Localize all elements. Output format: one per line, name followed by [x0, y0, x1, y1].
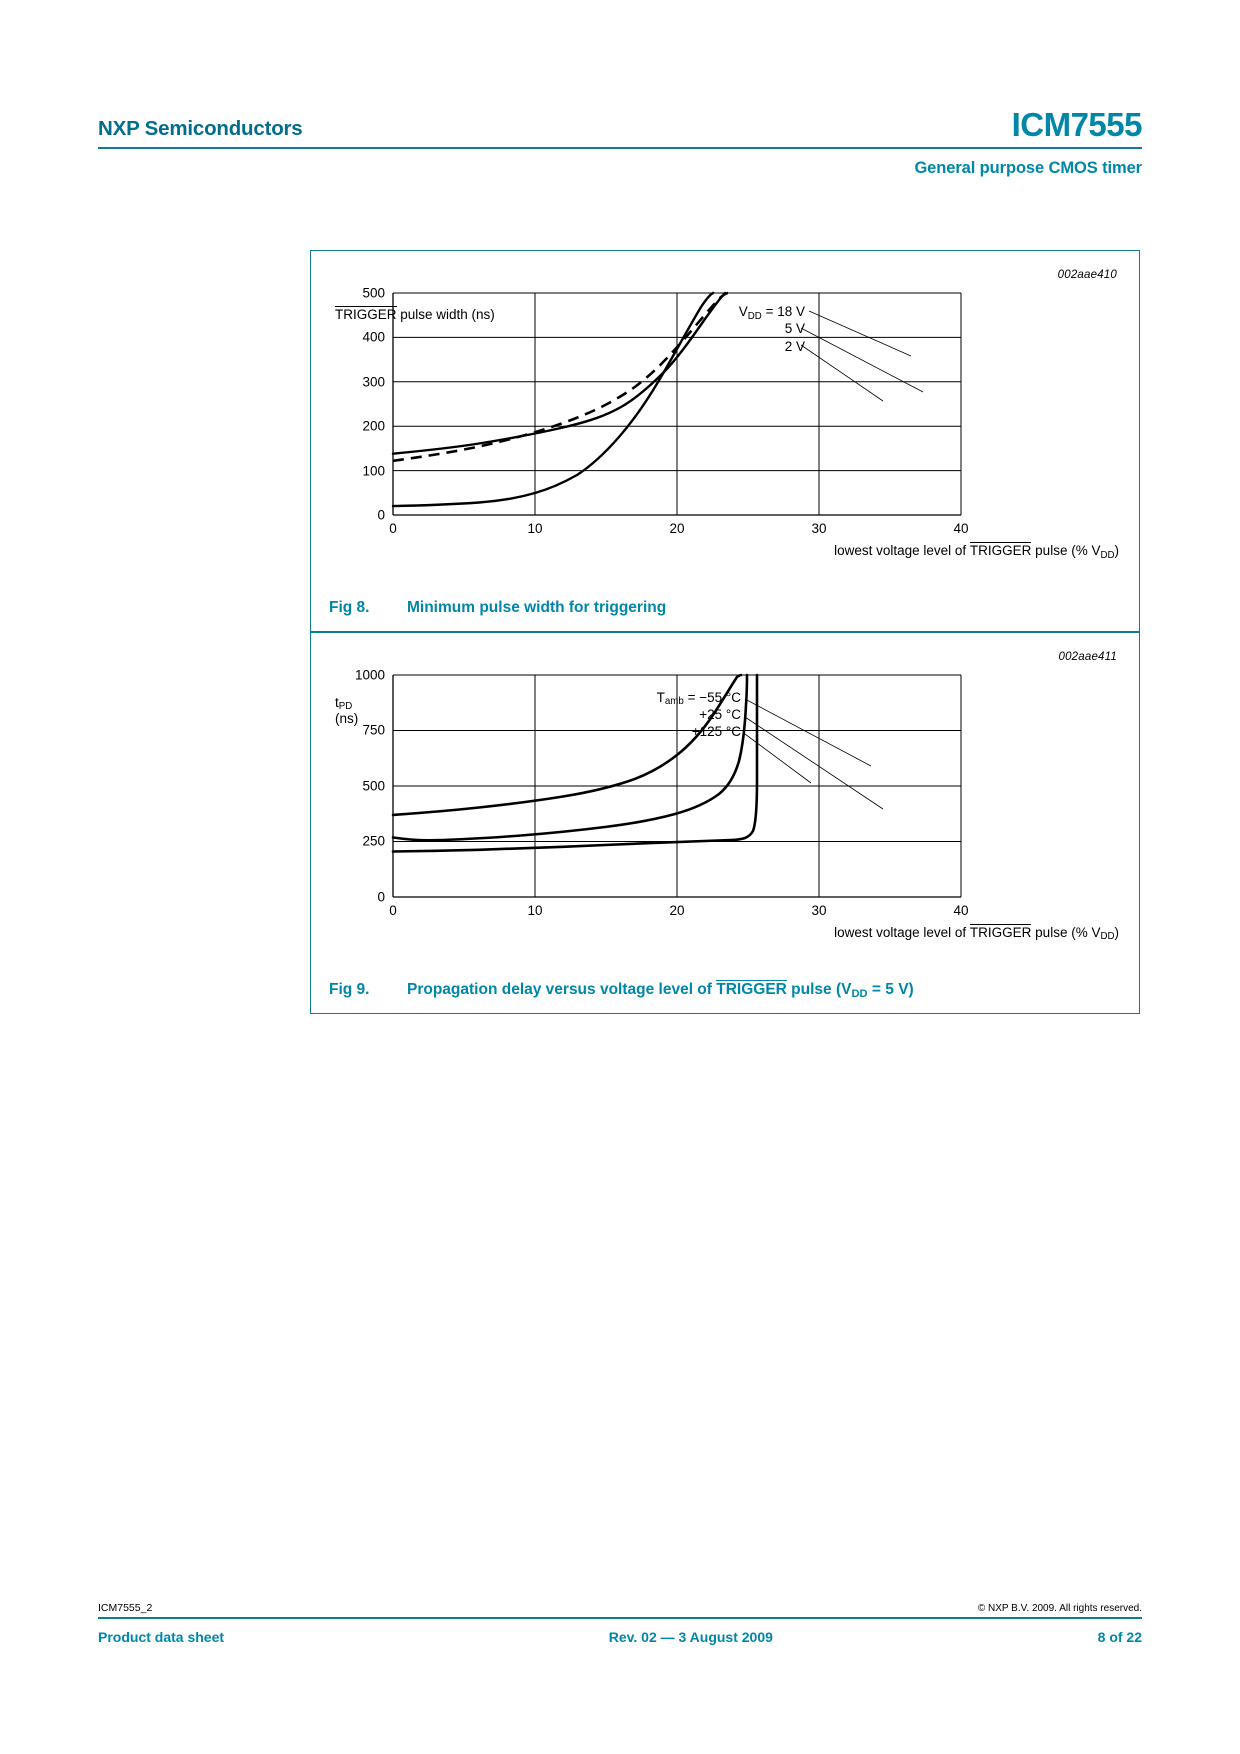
fig8-ytick-300: 300 — [362, 374, 385, 390]
figure-caption-9: Fig 9. Propagation delay versus voltage … — [311, 973, 1139, 1013]
fig9-ytick-1000: 1000 — [354, 667, 385, 683]
page-header: NXP Semiconductors ICM7555 General purpo… — [98, 106, 1143, 178]
fig9-y-axis-label-pre: t — [335, 694, 339, 710]
fig8-ytick-0: 0 — [377, 507, 385, 523]
figure-panel-8: 002aae410 — [311, 251, 1139, 631]
footer-doc-type: Product data sheet — [98, 1628, 225, 1645]
fig9-x-axis-label-post: pulse (% V — [1031, 924, 1101, 940]
figure-9-title-post: pulse (V — [786, 980, 852, 998]
figure-caption-8: Fig 8. Minimum pulse width for triggerin… — [311, 591, 1139, 631]
fig8-xtick-10: 10 — [527, 521, 543, 536]
fig9-legend-0-sub: amb — [664, 696, 684, 708]
fig9-ytick-750: 750 — [362, 722, 385, 738]
fig9-ytick-500: 500 — [362, 778, 385, 794]
fig9-legend: Tamb = −55 °C +25 °C +125 °C — [551, 689, 741, 741]
fig8-xtick-30: 30 — [811, 521, 827, 536]
fig9-legend-0-pre: T — [656, 689, 665, 705]
fig8-x-axis-label-sub: DD — [1100, 549, 1115, 561]
fig8-ytick-400: 400 — [362, 329, 385, 345]
fig8-ytick-200: 200 — [362, 418, 385, 434]
fig9-xtick-10: 10 — [527, 902, 543, 918]
fig9-x-axis-overline-text: TRIGGER — [969, 923, 1032, 940]
fig8-legend-0-pre: V — [738, 304, 748, 319]
fig8-legend-0-sub: DD — [747, 310, 762, 322]
figure-9-title: Propagation delay versus voltage level o… — [407, 979, 914, 1000]
footer-page-number: 8 of 22 — [1097, 1628, 1142, 1645]
fig9-x-axis-label-pre: lowest voltage level of — [834, 924, 970, 940]
fig8-legend: VDD = 18 V 5 V 2 V — [611, 303, 805, 355]
fig9-y-axis-label-sub: PD — [338, 701, 353, 713]
figure-9-title-end: = 5 V) — [867, 980, 914, 998]
fig8-xtick-0: 0 — [389, 521, 397, 536]
fig9-x-axis-label-sub: DD — [1100, 931, 1115, 943]
company-name: NXP Semiconductors — [98, 117, 303, 140]
chart-fig9-graphic — [391, 673, 962, 898]
figure-container: 002aae410 — [310, 250, 1140, 1014]
fig9-y-axis-label-units: (ns) — [335, 711, 359, 727]
fig9-x-axis-label: lowest voltage level of TRIGGER pulse (%… — [834, 923, 1120, 943]
fig9-y-axis-label: tPD (ns) — [335, 695, 358, 729]
header-divider — [98, 147, 1142, 149]
fig8-xtick-40: 40 — [953, 521, 969, 536]
figure-panel-9: 002aae411 — [311, 633, 1139, 1013]
fig9-xtick-30: 30 — [811, 902, 827, 918]
figure-9-number: Fig 9. — [329, 980, 370, 998]
fig9-legend-0-post: = −55 °C — [683, 689, 741, 705]
chart-fig9: 002aae411 — [311, 633, 1139, 973]
fig8-y-axis-overline-text: TRIGGER — [335, 306, 397, 322]
chart-id-fig9: 002aae411 — [1058, 650, 1117, 663]
footer-document-id: ICM7555_2 — [98, 1602, 153, 1614]
fig8-x-axis-label-pre: lowest voltage level of — [834, 543, 970, 558]
fig8-ytick-500: 500 — [362, 285, 385, 301]
fig8-legend-item-0: VDD = 18 V — [611, 303, 805, 322]
fig8-xtick-20: 20 — [669, 521, 685, 536]
page-footer: ICM7555_2 © NXP B.V. 2009. All rights re… — [98, 1602, 1142, 1645]
fig9-x-axis-label-end: ) — [1114, 924, 1120, 940]
fig9-ytick-0: 0 — [377, 889, 385, 905]
figure-8-title: Minimum pulse width for triggering — [407, 599, 667, 616]
fig8-ytick-100: 100 — [362, 463, 385, 479]
figure-9-title-pre: Propagation delay versus voltage level o… — [407, 980, 717, 998]
footer-revision: Rev. 02 — 3 August 2009 — [608, 1628, 773, 1645]
fig9-xtick-20: 20 — [669, 902, 685, 918]
chart-fig8-graphic — [391, 291, 962, 516]
footer-divider — [98, 1617, 1142, 1619]
footer-copyright: © NXP B.V. 2009. All rights reserved. — [977, 1603, 1142, 1614]
fig9-xtick-40: 40 — [953, 902, 969, 918]
fig8-legend-0-post: = 18 V — [761, 304, 805, 319]
figure-9-title-overline: TRIGGER — [716, 979, 787, 998]
fig8-x-axis-overline-text: TRIGGER — [969, 542, 1032, 558]
fig8-x-axis-label-end: ) — [1114, 543, 1120, 558]
chart-id-fig8: 002aae410 — [1057, 269, 1117, 281]
fig8-y-axis-label: TRIGGER pulse width (ns) — [335, 306, 495, 322]
part-number: ICM7555 — [1011, 106, 1143, 143]
fig9-y-axis-label-symbol: tPD — [335, 694, 358, 713]
fig9-legend-item-2: +125 °C — [691, 724, 741, 740]
fig9-legend-item-1: +25 °C — [699, 707, 741, 723]
fig9-xtick-0: 0 — [389, 902, 397, 918]
fig8-legend-item-1: 5 V — [784, 321, 805, 337]
header-subtitle: General purpose CMOS timer — [914, 158, 1142, 177]
figure-8-number: Fig 8. — [329, 599, 370, 616]
fig8-legend-item-2: 2 V — [784, 338, 805, 354]
fig8-x-axis-label: lowest voltage level of TRIGGER pulse (%… — [834, 542, 1120, 561]
figure-9-title-sub: DD — [851, 987, 868, 1000]
fig8-y-axis-label-rest: pulse width (ns) — [396, 307, 495, 322]
figure-divider — [311, 631, 1139, 633]
fig9-ytick-250: 250 — [362, 833, 385, 849]
chart-fig8: 002aae410 — [311, 251, 1139, 591]
fig8-x-axis-label-post: pulse (% V — [1031, 543, 1101, 558]
fig9-legend-item-0: Tamb = −55 °C — [551, 689, 741, 708]
